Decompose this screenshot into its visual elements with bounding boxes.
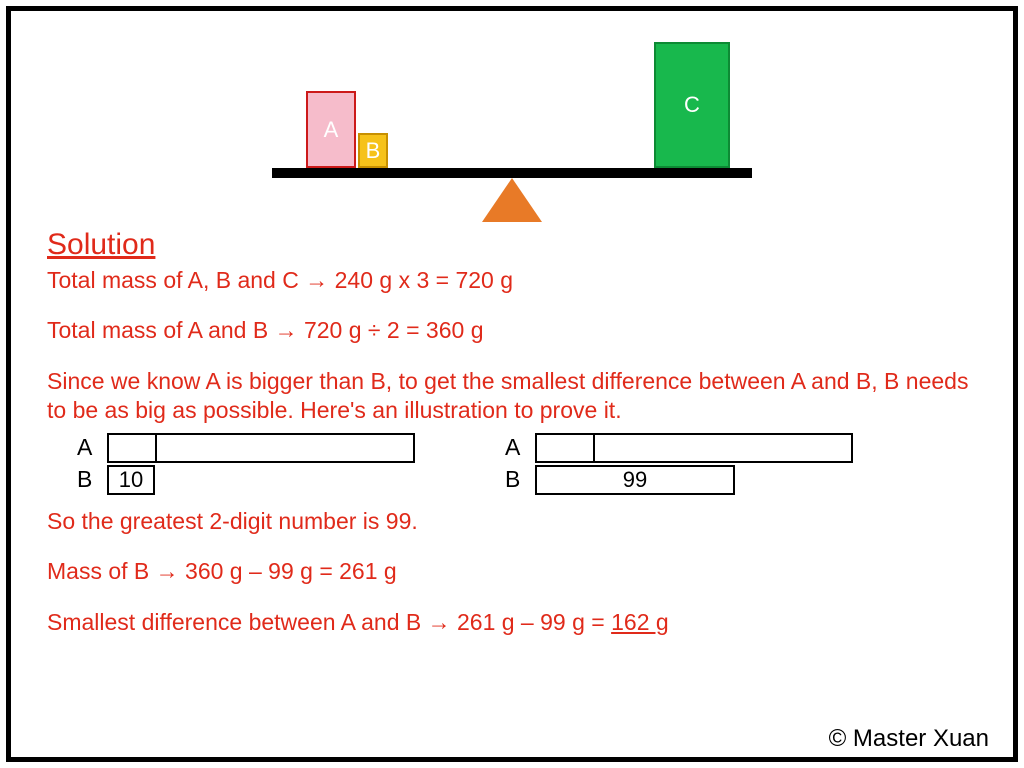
bar-model-right: A B 99 <box>505 433 853 495</box>
block-c-label: C <box>684 92 700 118</box>
bar-right-b-value: 99 <box>623 466 647 494</box>
solution-line-5: Mass of B → 360 g – 99 g = 261 g <box>47 557 983 586</box>
solution-line-6: Smallest difference between A and B → 26… <box>47 608 983 637</box>
bar-left-a-small <box>107 433 155 463</box>
bar-right-b: 99 <box>535 465 735 495</box>
bar-model-left: A B 10 <box>77 433 415 495</box>
bar-right-label-b: B <box>505 465 535 494</box>
solution-line-3: Since we know A is bigger than B, to get… <box>47 367 983 425</box>
solution-line-2: Total mass of A and B → 720 g ÷ 2 = 360 … <box>47 316 983 345</box>
bar-model-group: A B 10 A B <box>47 433 983 495</box>
block-c: C <box>654 42 730 168</box>
scale-beam <box>272 168 752 178</box>
bar-left-row-b: B 10 <box>77 465 415 495</box>
bar-right-label-a: A <box>505 433 535 462</box>
solution-line-6-answer: 162 g <box>611 609 669 635</box>
solution-line-6-pre: Smallest difference between A and B → 26… <box>47 609 611 635</box>
scale-diagram-wrap: A B C <box>41 35 983 220</box>
bar-right-a-small <box>535 433 593 463</box>
bar-left-label-a: A <box>77 433 107 462</box>
solution-line-4: So the greatest 2-digit number is 99. <box>47 507 983 536</box>
bar-left-b: 10 <box>107 465 155 495</box>
bar-left-b-value: 10 <box>119 466 143 494</box>
bar-right-row-b: B 99 <box>505 465 853 495</box>
solution-line-1: Total mass of A, B and C → 240 g x 3 = 7… <box>47 266 983 295</box>
block-b-label: B <box>366 138 381 164</box>
copyright-credit: © Master Xuan <box>829 725 989 753</box>
block-a: A <box>306 91 356 168</box>
block-a-label: A <box>324 117 339 143</box>
bar-left-a-rest <box>155 433 415 463</box>
bar-left-row-a: A <box>77 433 415 463</box>
scale-fulcrum <box>482 178 542 222</box>
bar-right-a-rest <box>593 433 853 463</box>
bar-left-label-b: B <box>77 465 107 494</box>
balance-scale: A B C <box>272 35 752 220</box>
block-b: B <box>358 133 388 168</box>
solution-text: Solution Total mass of A, B and C → 240 … <box>41 220 983 637</box>
bar-right-row-a: A <box>505 433 853 463</box>
page-frame: A B C Solution Total mass of A, B and C … <box>6 6 1018 762</box>
solution-heading: Solution <box>47 226 983 264</box>
